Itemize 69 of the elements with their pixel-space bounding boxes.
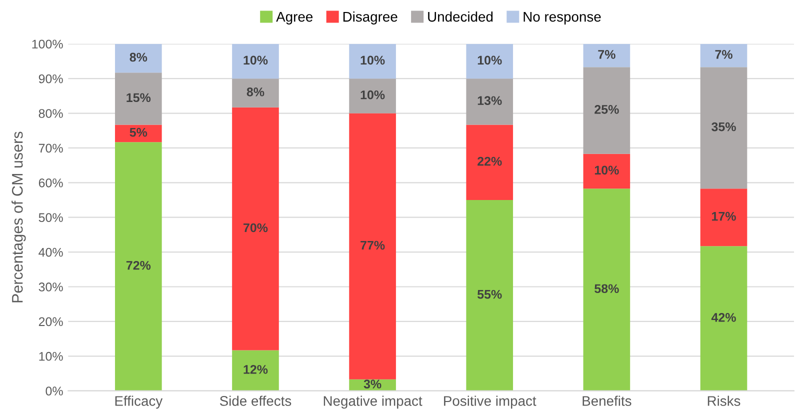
bar	[466, 124, 514, 200]
data-label: 77%	[360, 240, 385, 250]
bar	[466, 78, 514, 125]
y-tick-label: 40%	[38, 248, 63, 257]
bar	[583, 188, 630, 391]
bar	[232, 44, 279, 79]
bar	[114, 124, 162, 142]
data-label: 7%	[598, 50, 616, 59]
legend-label: Undecided	[428, 12, 493, 22]
y-axis-title: Percentages of CM users	[12, 132, 26, 302]
y-tick-label: 0%	[46, 386, 63, 396]
y-tick-label: 50%	[38, 213, 63, 222]
y-tick-label: 90%	[38, 74, 63, 84]
data-label: 3%	[364, 380, 382, 388]
bar	[583, 67, 630, 154]
x-tick-label: Side effects	[220, 396, 292, 406]
data-label: 35%	[712, 122, 736, 132]
data-label: 13%	[478, 96, 502, 106]
x-tick-label: Benefits	[582, 396, 632, 406]
legend-label: Disagree	[343, 12, 398, 24]
bar	[583, 154, 630, 189]
bar	[466, 200, 514, 391]
bar	[349, 78, 396, 114]
data-label: 10%	[244, 56, 268, 65]
bar	[700, 44, 748, 68]
y-tick-label: 100%	[32, 40, 63, 49]
y-tick-label: 30%	[38, 282, 63, 292]
data-label: 5%	[130, 128, 148, 137]
data-label: 8%	[246, 87, 264, 96]
x-tick-label: Risks	[708, 396, 740, 406]
bar	[114, 72, 162, 125]
data-label: 12%	[244, 365, 268, 374]
data-label: 58%	[594, 284, 619, 294]
data-label: 42%	[711, 312, 736, 322]
bar	[232, 78, 279, 108]
data-label: 70%	[244, 223, 268, 232]
bar	[700, 246, 748, 391]
legend-label: Agree	[276, 12, 313, 24]
data-label: 22%	[478, 156, 502, 166]
bar	[232, 350, 279, 391]
data-label: 10%	[360, 56, 385, 65]
y-tick-label: 10%	[39, 352, 63, 361]
bar	[349, 44, 396, 79]
data-label: 8%	[130, 52, 148, 62]
bar	[114, 142, 162, 391]
bar	[349, 113, 396, 380]
bar	[466, 44, 514, 79]
bar	[232, 107, 279, 350]
bar	[700, 67, 748, 189]
y-tick-label: 60%	[38, 178, 63, 188]
data-label: 25%	[594, 105, 619, 114]
data-label: 7%	[715, 50, 732, 59]
y-tick-label: 80%	[38, 109, 63, 118]
x-tick-label: Efficacy	[115, 396, 163, 409]
x-tick-label: Negative impact	[324, 396, 422, 409]
data-label: 15%	[126, 93, 151, 102]
data-label: 10%	[594, 166, 619, 175]
data-label: 10%	[360, 90, 385, 100]
y-tick-label: 70%	[38, 144, 63, 153]
data-label: 17%	[712, 212, 736, 221]
data-label: 55%	[477, 290, 502, 299]
legend-label: No response	[524, 12, 601, 24]
bar	[700, 188, 748, 246]
data-label: 10%	[478, 56, 502, 65]
bar	[114, 44, 162, 73]
y-tick-label: 20%	[38, 317, 63, 326]
data-label: 72%	[126, 260, 151, 270]
x-tick-label: Positive impact	[444, 396, 536, 409]
bar	[583, 44, 630, 68]
